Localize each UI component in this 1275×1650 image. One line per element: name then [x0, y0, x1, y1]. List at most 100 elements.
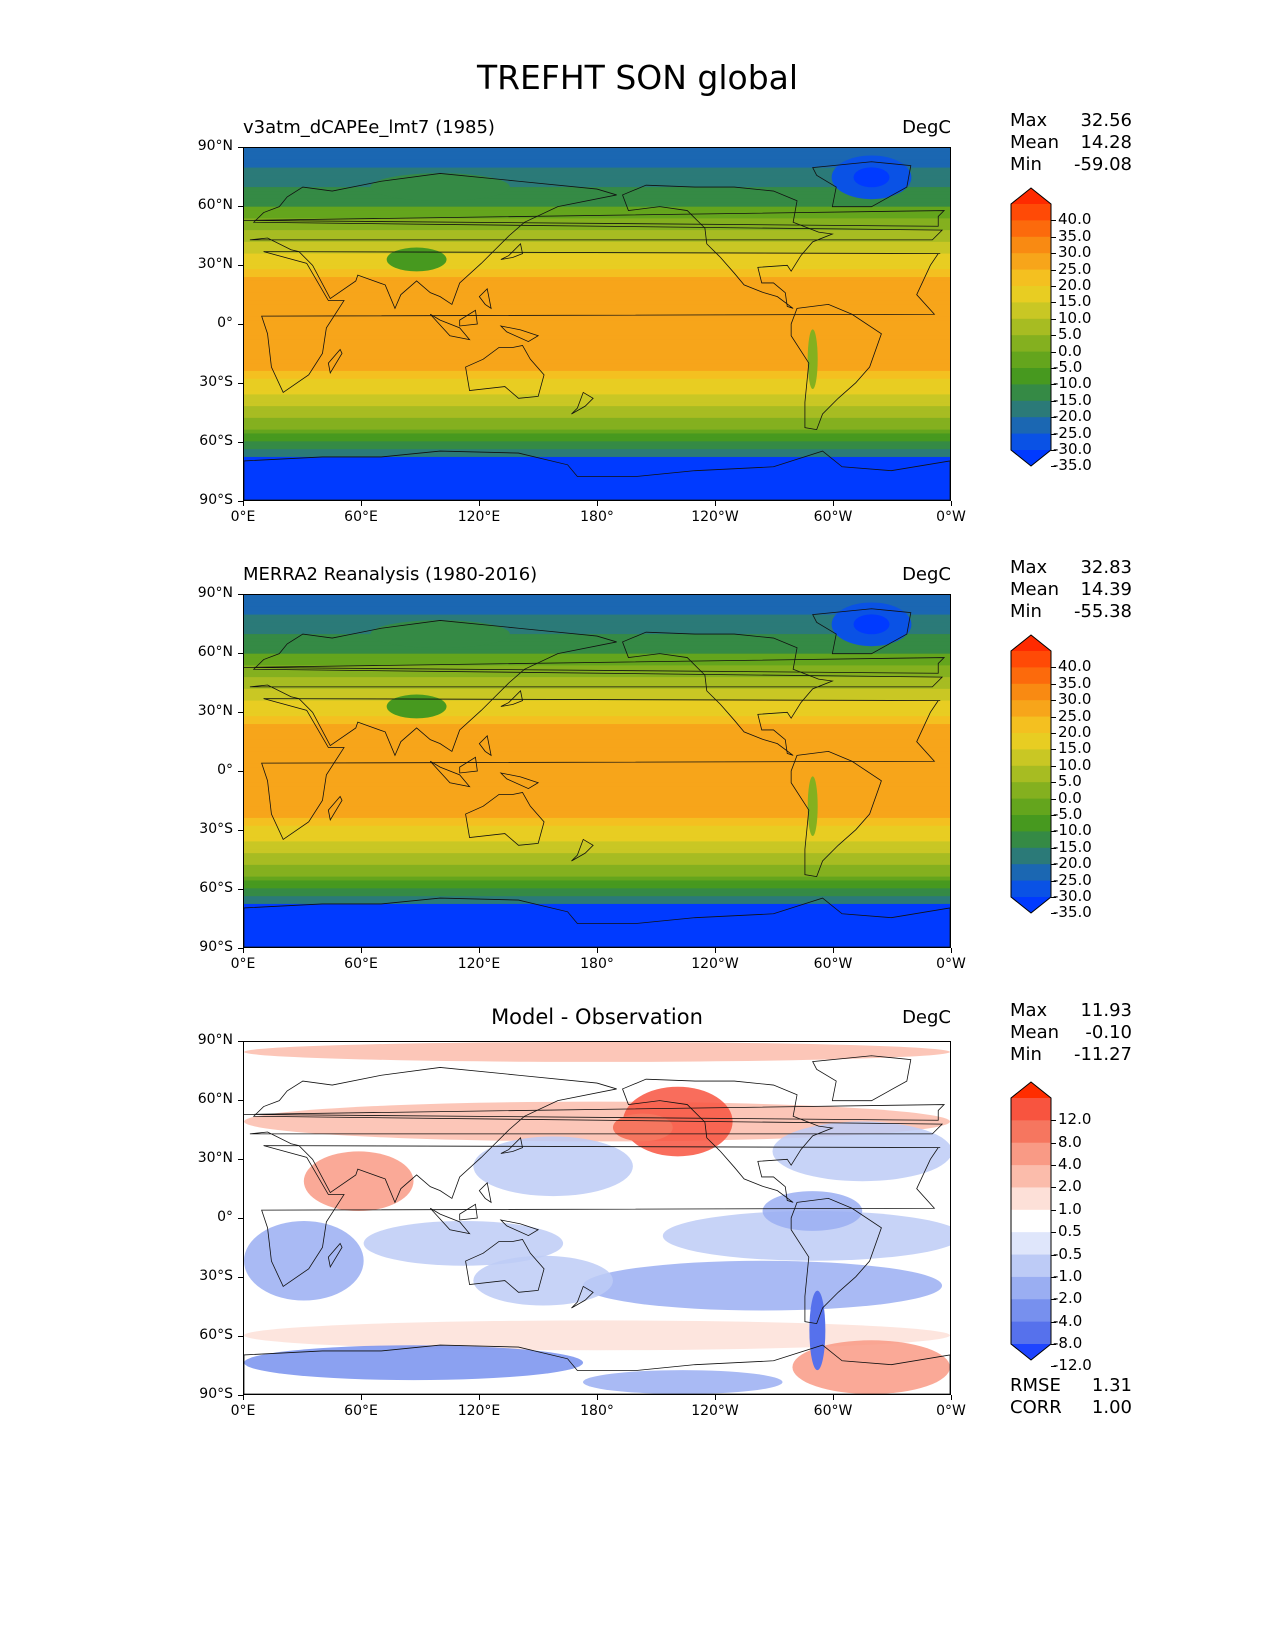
lat-tick-label: 30°N — [197, 1150, 233, 1166]
colorbar-label: -5.0 — [1053, 358, 1083, 376]
colorbar-label: 5.0 — [1058, 772, 1082, 791]
colorbar — [1010, 1081, 1052, 1361]
colorbar-tick — [1051, 831, 1056, 833]
anomaly-patch — [583, 1260, 943, 1311]
coastline — [244, 1344, 950, 1394]
greenland-core — [853, 614, 890, 635]
temperature-band — [244, 915, 950, 921]
temperature-band — [244, 665, 950, 670]
colorbar-tick — [1051, 733, 1056, 734]
colorbar-segment — [1011, 1321, 1051, 1345]
colorbar-label: -2.0 — [1053, 1289, 1083, 1308]
lat-tick-mark — [238, 653, 243, 654]
colorbar-label: -5.0 — [1053, 805, 1083, 823]
temperature-band — [244, 653, 950, 659]
temperature-band — [244, 441, 950, 446]
colorbar-label: 35.0 — [1058, 673, 1092, 692]
temperature-band — [244, 622, 950, 627]
temperature-band — [244, 230, 950, 235]
colorbar-label: -12.0 — [1053, 1356, 1092, 1375]
temperature-band — [244, 316, 950, 321]
lon-tick-label: 120°E — [457, 956, 501, 972]
temperature-band — [244, 370, 950, 376]
temperature-band — [244, 673, 950, 678]
lon-tick-label: 0°E — [230, 1403, 256, 1419]
temperature-band — [244, 661, 950, 666]
stat-row: Min -11.27 — [1010, 1044, 1132, 1066]
temperature-band — [244, 817, 950, 823]
lat-tick-mark — [238, 594, 243, 595]
temperature-band — [244, 630, 950, 635]
temperature-band — [244, 367, 950, 372]
colorbar-tick — [1051, 351, 1056, 353]
stat-label: Mean — [1010, 1022, 1060, 1043]
coastline — [249, 1067, 944, 1204]
panel-title: Model - Observation — [491, 1005, 703, 1029]
stat-row: Max 32.56 — [1010, 110, 1132, 132]
temperature-band — [244, 425, 950, 431]
temperature-band — [244, 249, 950, 255]
temperature-band — [244, 382, 950, 388]
temperature-band — [244, 602, 950, 608]
lon-tick-label: 0°E — [230, 509, 256, 525]
colorbar-segment — [1011, 204, 1051, 221]
colorbar-segment — [1011, 400, 1051, 418]
temperature-band — [244, 739, 950, 745]
temperature-band — [244, 280, 950, 286]
lat-tick-mark — [238, 1395, 243, 1396]
coastline — [327, 795, 343, 822]
colorbar-tick — [1051, 433, 1056, 435]
lon-tick-mark — [243, 501, 244, 506]
metric-value: 1.31 — [1091, 1375, 1132, 1396]
lat-tick-label: 90°N — [197, 1032, 233, 1048]
temperature-band — [244, 445, 950, 450]
temperature-band — [244, 468, 950, 474]
temperature-band — [244, 460, 950, 466]
anomaly-patch — [473, 1255, 613, 1306]
colorbar-label: 20.0 — [1058, 276, 1092, 294]
colorbar-segment — [1011, 417, 1051, 435]
temperature-band — [244, 304, 950, 309]
temperature-band — [244, 755, 950, 760]
colorbar-label: 15.0 — [1058, 739, 1092, 758]
lat-tick-mark — [238, 948, 243, 949]
colorbar-segment — [1011, 1098, 1051, 1121]
temperature-band — [244, 472, 950, 478]
lat-tick-label: 60°N — [197, 644, 233, 660]
coastline — [499, 1219, 540, 1237]
temperature-band — [244, 700, 950, 706]
lat-tick-label: 30°S — [199, 821, 233, 837]
temperature-band — [244, 731, 950, 737]
temperature-band — [244, 919, 950, 925]
lat-tick-mark — [238, 1041, 243, 1042]
temperature-band — [244, 743, 950, 749]
temperature-band — [244, 151, 950, 157]
temperature-band — [244, 778, 950, 784]
temperature-band — [244, 868, 950, 874]
colorbar-tick — [1051, 683, 1056, 685]
lat-tick-label: 60°S — [199, 433, 233, 449]
temperature-band — [244, 191, 950, 196]
colorbar-segment — [1011, 302, 1051, 320]
colorbar-label: -4.0 — [1053, 1311, 1083, 1330]
colorbar-tick — [1051, 1120, 1056, 1122]
stat-row: Mean 14.39 — [1010, 579, 1132, 601]
colorbar-label: 15.0 — [1058, 292, 1092, 311]
colorbar-extend-bottom — [1011, 897, 1051, 913]
lat-tick-label: 90°N — [197, 585, 233, 601]
lat-tick-label: 90°N — [197, 138, 233, 154]
colorbar-tick — [1051, 798, 1056, 800]
lon-tick-mark — [479, 501, 480, 506]
colorbar-tick — [1051, 368, 1056, 369]
colorbar-tick — [1051, 417, 1056, 419]
colorbar-label: 1.0 — [1058, 1199, 1082, 1218]
colorbar-label: -35.0 — [1053, 903, 1092, 922]
colorbar-label: -15.0 — [1053, 837, 1092, 856]
coastline — [500, 243, 523, 260]
coastline — [465, 792, 545, 846]
colorbar-segment — [1011, 1120, 1051, 1144]
colorbar-segment — [1011, 733, 1051, 750]
lat-tick-label: 0° — [217, 762, 233, 778]
coastline — [622, 184, 834, 309]
colorbar-segment — [1011, 286, 1051, 303]
